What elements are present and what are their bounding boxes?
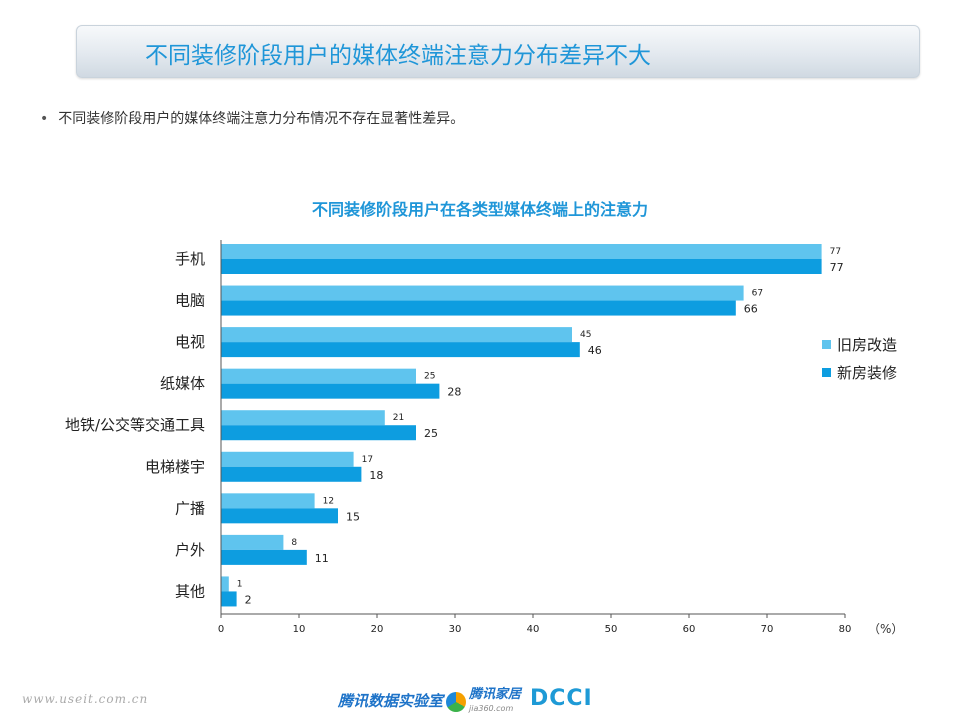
data-label: 67 — [752, 289, 763, 299]
bar-new — [221, 300, 736, 316]
bar-old — [221, 285, 744, 301]
bar-new — [221, 591, 237, 607]
data-label: 25 — [424, 427, 438, 440]
bar-new — [221, 259, 822, 274]
data-label: 2 — [245, 593, 252, 606]
bar-old — [221, 368, 416, 384]
category-label: 纸媒体 — [160, 375, 205, 393]
footer-jia360-logo: 腾讯家居 jia360.com — [446, 688, 521, 716]
bar-new — [221, 508, 338, 524]
bar-old — [221, 327, 572, 343]
x-tick-label: 20 — [371, 624, 384, 635]
bullet-point: • 不同装修阶段用户的媒体终端注意力分布情况不存在显著性差异。 — [40, 108, 464, 128]
data-label: 15 — [346, 510, 360, 523]
data-label: 46 — [588, 344, 602, 357]
jia360-logo-text: 腾讯家居 jia360.com — [469, 688, 521, 716]
bar-new — [221, 425, 416, 441]
x-tick-label: 60 — [683, 624, 696, 635]
x-tick-label: 70 — [761, 624, 774, 635]
data-label: 12 — [323, 496, 334, 506]
data-label: 77 — [830, 247, 841, 257]
bar-old — [221, 410, 385, 426]
data-label: 25 — [424, 372, 435, 382]
x-tick-label: 10 — [293, 624, 306, 635]
legend-item-old: 旧房改造 — [822, 330, 897, 358]
category-label: 电脑 — [175, 292, 205, 310]
x-tick-label: 50 — [605, 624, 618, 635]
category-label: 电梯楼宇 — [145, 458, 205, 476]
x-tick-label: 0 — [218, 624, 224, 635]
footer-dcci-logo: DCCI — [530, 686, 593, 711]
page-title: 不同装修阶段用户的媒体终端注意力分布差异不大 — [145, 43, 651, 69]
category-label: 手机 — [175, 250, 205, 268]
bar-old — [221, 576, 229, 592]
chart-title: 不同装修阶段用户在各类型媒体终端上的注意力 — [311, 200, 648, 219]
bar-old — [221, 534, 284, 550]
jia360-logo-icon — [446, 692, 466, 712]
category-label: 电视 — [175, 333, 205, 351]
bar-new — [221, 466, 362, 482]
bar-old — [221, 244, 822, 259]
legend: 旧房改造 新房装修 — [822, 330, 897, 386]
x-tick-label: 80 — [839, 624, 852, 635]
legend-swatch-new — [822, 367, 831, 377]
title-bar: 不同装修阶段用户的媒体终端注意力分布差异不大 — [76, 25, 920, 78]
category-label: 户外 — [175, 541, 205, 559]
data-label: 45 — [580, 330, 591, 340]
data-label: 66 — [744, 303, 758, 316]
footer-lab-logo: 腾讯数据实验室 — [338, 692, 444, 710]
jia360-logo-main: 腾讯家居 — [469, 687, 522, 702]
axis-unit-label: （%） — [868, 622, 904, 636]
legend-label-old: 旧房改造 — [837, 335, 898, 354]
legend-label-new: 新房装修 — [837, 363, 898, 382]
category-label: 地铁/公交等交通工具 — [65, 416, 205, 434]
category-label: 其他 — [175, 582, 205, 600]
bar-new — [221, 342, 580, 358]
bullet-text: 不同装修阶段用户的媒体终端注意力分布情况不存在显著性差异。 — [58, 111, 465, 127]
data-label: 17 — [362, 455, 373, 465]
category-label: 广播 — [175, 499, 205, 517]
legend-item-new: 新房装修 — [822, 358, 897, 386]
legend-swatch-old — [822, 339, 831, 349]
bullet-dot: • — [40, 111, 49, 127]
data-label: 18 — [369, 469, 383, 482]
data-label: 77 — [830, 261, 844, 274]
data-label: 21 — [393, 413, 404, 423]
data-label: 1 — [237, 579, 243, 589]
bar-new — [221, 383, 440, 399]
bar-old — [221, 493, 315, 509]
data-label: 28 — [447, 386, 461, 399]
footer-url: www.useit.com.cn — [22, 692, 149, 706]
x-tick-label: 30 — [449, 624, 462, 635]
bar-new — [221, 549, 307, 565]
data-label: 8 — [291, 538, 297, 548]
bar-old — [221, 451, 354, 467]
x-tick-label: 40 — [527, 624, 540, 635]
jia360-logo-sub: jia360.com — [469, 704, 514, 713]
data-label: 11 — [315, 552, 329, 565]
